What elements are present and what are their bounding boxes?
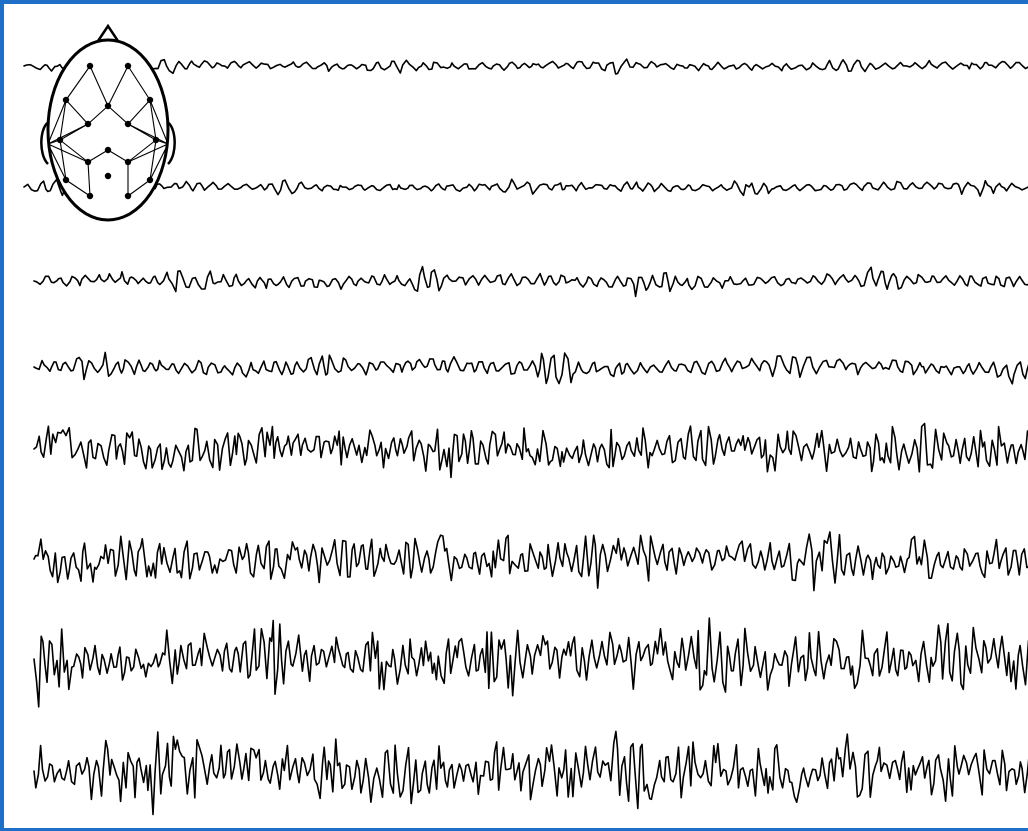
- montage-line: [127, 139, 157, 163]
- montage-line: [47, 99, 67, 145]
- electrode-dot: [84, 120, 92, 128]
- montage-line: [47, 143, 89, 163]
- montage-line: [65, 65, 91, 101]
- montage-line: [107, 65, 129, 107]
- montage-line: [127, 143, 169, 163]
- montage-line: [149, 139, 157, 181]
- electrode-dot: [104, 146, 112, 154]
- eeg-trace-1: [23, 58, 1028, 75]
- eeg-trace-6: [33, 531, 1028, 592]
- electrode-dot: [86, 62, 94, 70]
- montage-line: [87, 149, 109, 163]
- eeg-trace-8: [33, 730, 1028, 816]
- electrode-dot: [62, 96, 70, 104]
- montage-line: [65, 179, 91, 197]
- montage-line: [107, 149, 129, 163]
- montage-line: [127, 65, 151, 101]
- electrode-dot: [56, 136, 64, 144]
- head-electrode-map-icon: [40, 23, 176, 222]
- electrode-dot: [104, 172, 112, 180]
- eeg-traces-panel: [23, 23, 1028, 816]
- eeg-traces: [23, 58, 1028, 816]
- eeg-trace-2: [23, 178, 1028, 197]
- electrodes: [56, 62, 160, 200]
- montage-line: [59, 139, 89, 163]
- montage-line: [59, 139, 67, 181]
- electrode-dot: [146, 96, 154, 104]
- electrode-dot: [86, 192, 94, 200]
- montage-line: [149, 99, 157, 141]
- head-outline: [46, 38, 170, 222]
- electrode-dot: [152, 136, 160, 144]
- montage-line: [149, 143, 169, 181]
- electrode-dot: [84, 158, 92, 166]
- eeg-trace-3: [33, 265, 1028, 298]
- montage-line: [107, 105, 129, 125]
- montage-line: [127, 99, 151, 125]
- montage-line: [127, 123, 169, 145]
- electrode-dot: [104, 102, 112, 110]
- eeg-trace-7: [33, 617, 1028, 708]
- eeg-trace-4: [33, 351, 1028, 385]
- electrode-dot: [124, 158, 132, 166]
- montage-lines: [47, 65, 169, 197]
- montage-line: [87, 105, 109, 125]
- montage-line: [47, 143, 67, 181]
- montage-line: [149, 99, 169, 145]
- montage-line: [127, 179, 151, 197]
- electrode-dot: [124, 192, 132, 200]
- montage-line: [59, 99, 67, 141]
- eeg-trace-5: [33, 422, 1028, 479]
- electrode-dot: [62, 176, 70, 184]
- montage-line: [65, 99, 89, 125]
- electrode-dot: [146, 176, 154, 184]
- electrode-dot: [124, 120, 132, 128]
- montage-line: [89, 65, 109, 107]
- montage-line: [87, 161, 91, 197]
- electrode-dot: [124, 62, 132, 70]
- montage-line: [47, 123, 89, 145]
